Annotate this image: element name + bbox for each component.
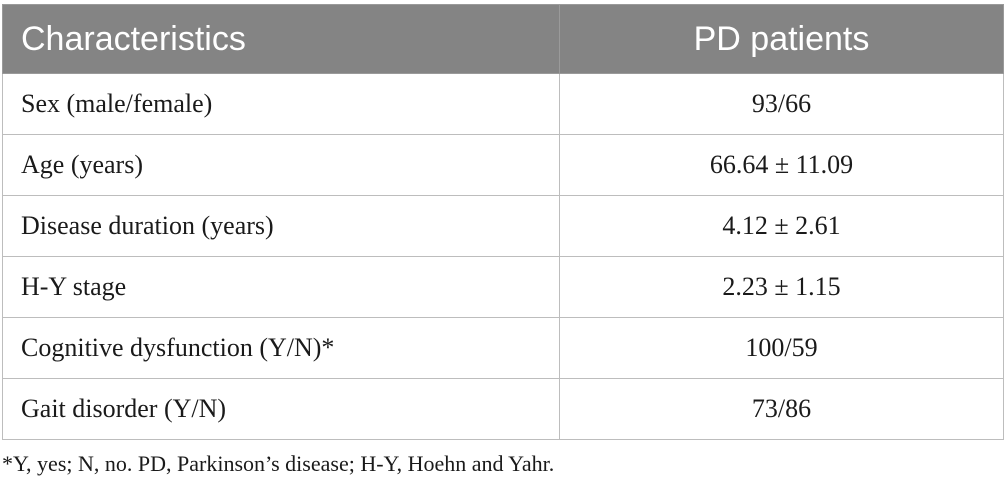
row-label: Gait disorder (Y/N) [2,378,560,440]
row-label: Sex (male/female) [2,73,560,135]
table-row: Disease duration (years) 4.12 ± 2.61 [2,195,1004,257]
table-body: Sex (male/female) 93/66 Age (years) 66.6… [2,73,1004,440]
row-label: Cognitive dysfunction (Y/N)* [2,317,560,379]
header-row: Characteristics PD patients [2,4,1004,74]
header-pd-patients: PD patients [559,4,1004,74]
header-characteristics: Characteristics [2,4,560,74]
table-row: H-Y stage 2.23 ± 1.15 [2,256,1004,318]
row-label: Age (years) [2,134,560,196]
row-value: 73/86 [559,378,1004,440]
row-value: 2.23 ± 1.15 [559,256,1004,318]
characteristics-table: Characteristics PD patients Sex (male/fe… [2,4,1004,440]
characteristics-table-container: Characteristics PD patients Sex (male/fe… [2,4,1004,440]
table-footnote: *Y, yes; N, no. PD, Parkinson’s disease;… [2,451,555,476]
row-label: Disease duration (years) [2,195,560,257]
table-row: Age (years) 66.64 ± 11.09 [2,134,1004,196]
row-label: H-Y stage [2,256,560,318]
table-row: Cognitive dysfunction (Y/N)* 100/59 [2,317,1004,379]
table-header: Characteristics PD patients [2,4,1004,74]
table-row: Sex (male/female) 93/66 [2,73,1004,135]
row-value: 93/66 [559,73,1004,135]
table-row: Gait disorder (Y/N) 73/86 [2,378,1004,440]
row-value: 66.64 ± 11.09 [559,134,1004,196]
row-value: 4.12 ± 2.61 [559,195,1004,257]
row-value: 100/59 [559,317,1004,379]
